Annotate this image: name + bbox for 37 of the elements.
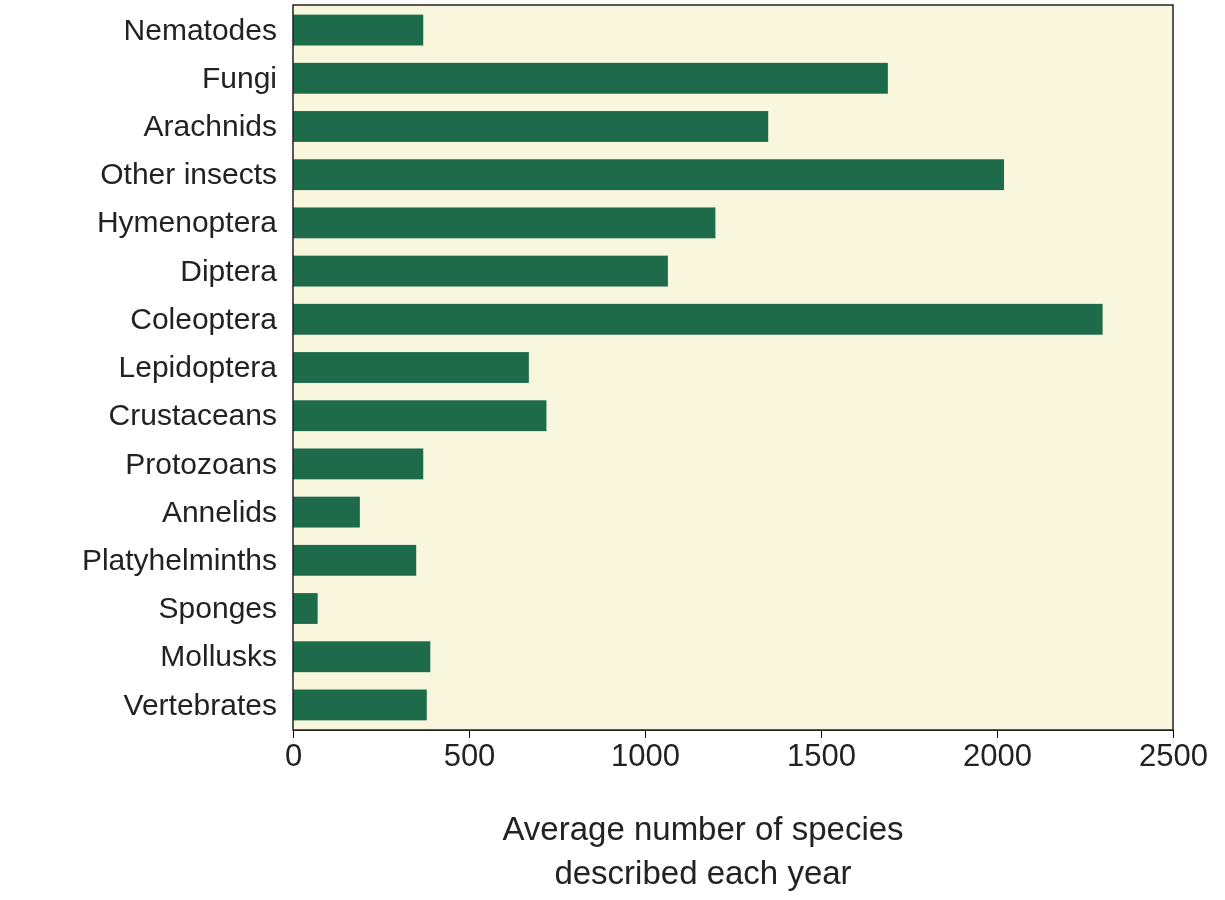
- x-tick-label: 1000: [611, 738, 680, 774]
- bar: [293, 496, 360, 528]
- y-tick-label: Crustaceans: [108, 398, 277, 432]
- bar: [293, 62, 888, 94]
- y-tick-label: Other insects: [100, 157, 277, 191]
- bar: [293, 207, 716, 239]
- y-tick-label: Lepidoptera: [118, 350, 278, 384]
- bar: [293, 303, 1103, 335]
- bar: [293, 352, 529, 383]
- y-tick-label: Fungi: [201, 60, 277, 94]
- y-tick-label: Vertebrates: [123, 687, 277, 721]
- bar: [293, 544, 417, 576]
- y-tick-label: Protozoans: [125, 446, 277, 480]
- y-tick-label: Arachnids: [143, 109, 277, 143]
- bar: [293, 255, 668, 287]
- x-tick-label: 0: [284, 738, 303, 774]
- bar: [293, 14, 424, 46]
- x-tick-label: 2500: [1139, 738, 1208, 774]
- x-axis-title: Average number of species described each year: [502, 810, 904, 891]
- y-tick-label: Nematodes: [123, 12, 277, 46]
- bar: [293, 159, 1005, 191]
- y-tick-label: Platyhelminths: [81, 542, 277, 576]
- bar: [293, 689, 427, 721]
- y-tick-label: Hymenoptera: [96, 205, 278, 239]
- bar: [293, 400, 547, 432]
- bar: [293, 593, 318, 624]
- y-tick-label: Coleoptera: [130, 301, 278, 335]
- y-tick-label: Mollusks: [160, 639, 277, 673]
- bar: [293, 641, 431, 673]
- y-tick-label: Annelids: [161, 494, 277, 528]
- bar: [293, 448, 424, 480]
- y-tick-label: Sponges: [158, 591, 277, 625]
- bar: [293, 111, 769, 142]
- x-tick-label: 1500: [787, 738, 856, 774]
- x-tick-label: 500: [443, 738, 496, 774]
- x-tick-label: 2000: [963, 738, 1032, 774]
- y-tick-label: Diptera: [180, 253, 278, 287]
